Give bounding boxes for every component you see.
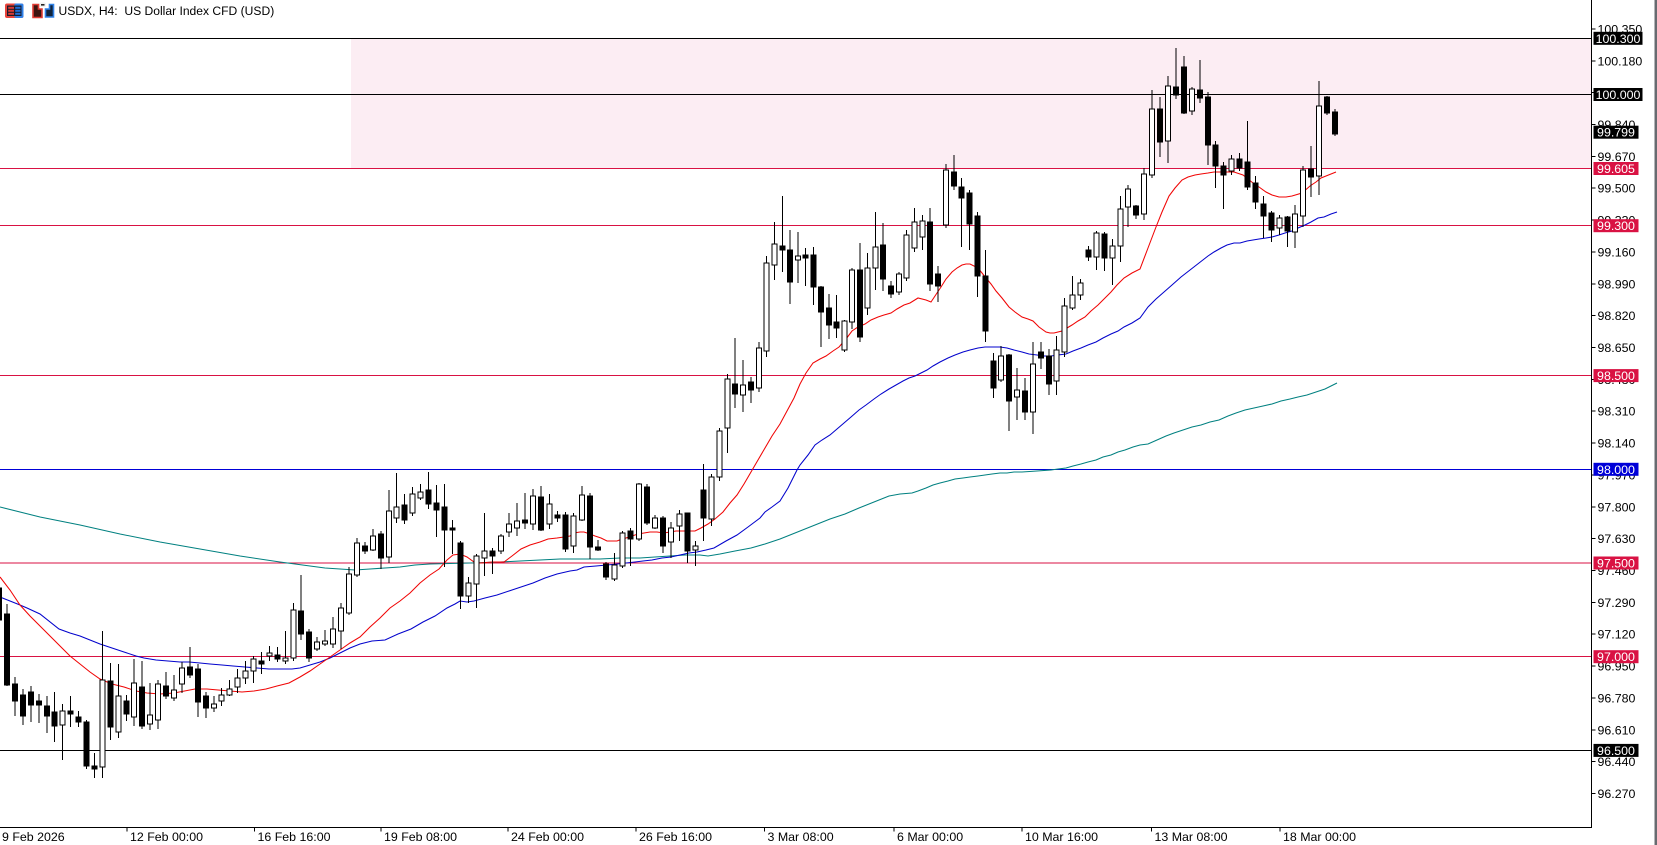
svg-text:99.605: 99.605 xyxy=(1597,162,1635,176)
svg-text:98.500: 98.500 xyxy=(1597,369,1635,383)
svg-text:16 Feb 16:00: 16 Feb 16:00 xyxy=(258,830,331,844)
svg-text:USDX, H4: US Dollar Index CFD: USDX, H4: US Dollar Index CFD (USD) xyxy=(59,4,275,18)
svg-text:97.800: 97.800 xyxy=(1598,500,1636,514)
svg-text:99.799: 99.799 xyxy=(1597,126,1635,140)
svg-text:96.610: 96.610 xyxy=(1598,723,1636,737)
svg-text:98.820: 98.820 xyxy=(1598,309,1636,323)
svg-text:100.300: 100.300 xyxy=(1596,32,1641,46)
svg-text:98.140: 98.140 xyxy=(1598,437,1636,451)
svg-text:98.000: 98.000 xyxy=(1597,463,1635,477)
svg-text:97.290: 97.290 xyxy=(1598,596,1636,610)
svg-text:9 Feb 2026: 9 Feb 2026 xyxy=(2,830,65,844)
svg-text:10 Mar 16:00: 10 Mar 16:00 xyxy=(1025,830,1098,844)
svg-text:97.120: 97.120 xyxy=(1598,628,1636,642)
svg-text:98.650: 98.650 xyxy=(1598,341,1636,355)
svg-text:18 Mar 00:00: 18 Mar 00:00 xyxy=(1283,830,1356,844)
svg-text:99.160: 99.160 xyxy=(1598,245,1636,259)
svg-text:100.000: 100.000 xyxy=(1596,88,1641,102)
svg-text:97.630: 97.630 xyxy=(1598,532,1636,546)
svg-text:98.990: 98.990 xyxy=(1598,277,1636,291)
svg-text:99.300: 99.300 xyxy=(1597,219,1635,233)
svg-text:6 Mar 00:00: 6 Mar 00:00 xyxy=(897,830,963,844)
svg-text:100.180: 100.180 xyxy=(1598,54,1643,68)
svg-text:96.780: 96.780 xyxy=(1598,691,1636,705)
svg-text:3 Mar 08:00: 3 Mar 08:00 xyxy=(768,830,834,844)
svg-text:99.500: 99.500 xyxy=(1598,182,1636,196)
svg-text:96.500: 96.500 xyxy=(1597,744,1635,758)
svg-text:96.440: 96.440 xyxy=(1598,755,1636,769)
svg-text:97.000: 97.000 xyxy=(1597,650,1635,664)
svg-text:12 Feb 00:00: 12 Feb 00:00 xyxy=(130,830,203,844)
svg-text:96.270: 96.270 xyxy=(1598,787,1636,801)
svg-text:97.500: 97.500 xyxy=(1597,557,1635,571)
svg-text:26 Feb 16:00: 26 Feb 16:00 xyxy=(639,830,712,844)
svg-text:99.670: 99.670 xyxy=(1598,150,1636,164)
svg-text:19 Feb 08:00: 19 Feb 08:00 xyxy=(384,830,457,844)
svg-text:13 Mar 08:00: 13 Mar 08:00 xyxy=(1155,830,1228,844)
svg-text:24 Feb 00:00: 24 Feb 00:00 xyxy=(511,830,584,844)
svg-text:98.310: 98.310 xyxy=(1598,405,1636,419)
